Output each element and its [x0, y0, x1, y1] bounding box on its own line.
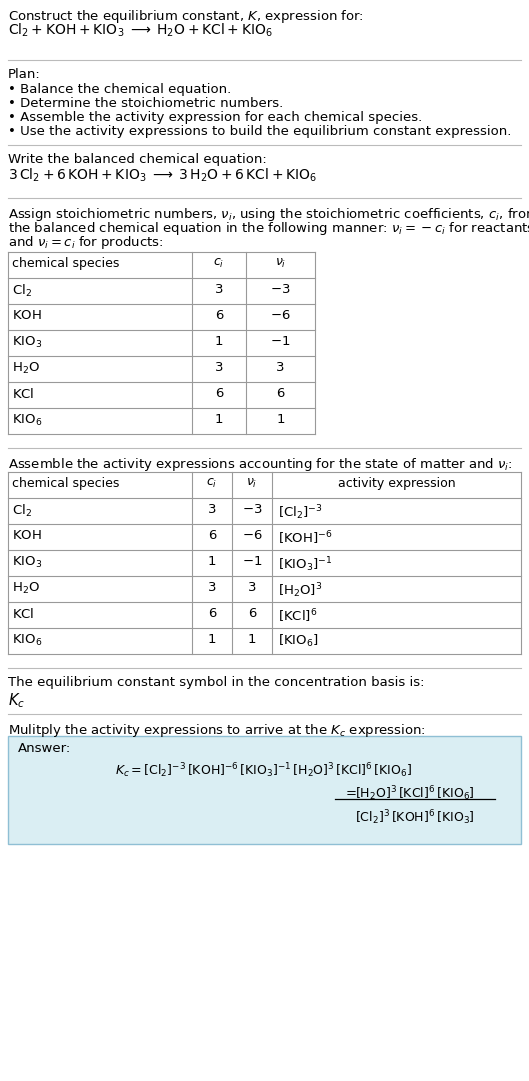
Text: $\mathrm{KOH}$: $\mathrm{KOH}$ [12, 529, 42, 542]
Text: • Use the activity expressions to build the equilibrium constant expression.: • Use the activity expressions to build … [8, 125, 512, 138]
Text: $[\mathrm{KIO_6}]$: $[\mathrm{KIO_6}]$ [278, 633, 318, 649]
Text: $\mathrm{H_2O}$: $\mathrm{H_2O}$ [12, 361, 40, 376]
Text: and $\nu_i = c_i$ for products:: and $\nu_i = c_i$ for products: [8, 233, 163, 251]
FancyBboxPatch shape [8, 736, 521, 844]
Text: $K_c$: $K_c$ [8, 691, 25, 710]
Text: $-6$: $-6$ [242, 529, 262, 542]
Text: activity expression: activity expression [338, 477, 455, 490]
Text: $K_c = [\mathrm{Cl_2}]^{-3}\,[\mathrm{KOH}]^{-6}\,[\mathrm{KIO_3}]^{-1}\,[\mathr: $K_c = [\mathrm{Cl_2}]^{-3}\,[\mathrm{KO… [115, 761, 413, 779]
Text: chemical species: chemical species [12, 257, 120, 270]
Text: $\mathrm{KIO_6}$: $\mathrm{KIO_6}$ [12, 413, 42, 428]
Text: 1: 1 [208, 555, 216, 568]
Text: 1: 1 [215, 335, 223, 348]
Text: $\mathrm{3\,Cl_2 + 6\,KOH + KIO_3 \;\longrightarrow\; 3\,H_2O + 6\,KCl + KIO_6}$: $\mathrm{3\,Cl_2 + 6\,KOH + KIO_3 \;\lon… [8, 166, 317, 185]
Text: Answer:: Answer: [18, 742, 71, 755]
Text: $c_i$: $c_i$ [206, 477, 217, 490]
Text: • Assemble the activity expression for each chemical species.: • Assemble the activity expression for e… [8, 111, 422, 124]
Text: $[\mathrm{H_2O}]^3$: $[\mathrm{H_2O}]^3$ [278, 580, 322, 600]
Text: $[\mathrm{KIO_3}]^{-1}$: $[\mathrm{KIO_3}]^{-1}$ [278, 555, 333, 574]
Text: 6: 6 [208, 608, 216, 620]
Text: 3: 3 [208, 503, 216, 516]
Text: 6: 6 [215, 309, 223, 322]
Text: $[\mathrm{Cl_2}]^3\,[\mathrm{KOH}]^6\,[\mathrm{KIO_3}]$: $[\mathrm{Cl_2}]^3\,[\mathrm{KOH}]^6\,[\… [355, 808, 475, 827]
Text: 1: 1 [215, 413, 223, 426]
Text: 1: 1 [248, 633, 256, 646]
Text: 6: 6 [248, 608, 256, 620]
Text: $c_i$: $c_i$ [213, 257, 225, 270]
Text: chemical species: chemical species [12, 477, 120, 490]
Text: 3: 3 [208, 580, 216, 593]
Text: $[\mathrm{Cl_2}]^{-3}$: $[\mathrm{Cl_2}]^{-3}$ [278, 503, 323, 522]
Text: $\mathrm{KOH}$: $\mathrm{KOH}$ [12, 309, 42, 322]
Text: $\mathrm{Cl_2}$: $\mathrm{Cl_2}$ [12, 283, 32, 299]
Text: 3: 3 [215, 361, 223, 374]
Text: $[\mathrm{KOH}]^{-6}$: $[\mathrm{KOH}]^{-6}$ [278, 529, 333, 547]
Text: 1: 1 [208, 633, 216, 646]
Text: Write the balanced chemical equation:: Write the balanced chemical equation: [8, 154, 267, 166]
Text: • Balance the chemical equation.: • Balance the chemical equation. [8, 83, 231, 96]
Text: 1: 1 [276, 413, 285, 426]
Text: Construct the equilibrium constant, $K$, expression for:: Construct the equilibrium constant, $K$,… [8, 8, 364, 25]
Text: Assign stoichiometric numbers, $\nu_i$, using the stoichiometric coefficients, $: Assign stoichiometric numbers, $\nu_i$, … [8, 206, 529, 223]
Text: $\mathrm{KCl}$: $\mathrm{KCl}$ [12, 387, 34, 401]
Text: $=$: $=$ [343, 786, 357, 799]
Text: • Determine the stoichiometric numbers.: • Determine the stoichiometric numbers. [8, 97, 283, 110]
Text: 6: 6 [215, 387, 223, 400]
Text: $\nu_i$: $\nu_i$ [275, 257, 286, 270]
Text: $\mathrm{Cl_2}$: $\mathrm{Cl_2}$ [12, 503, 32, 519]
Text: 3: 3 [248, 580, 256, 593]
Text: $-6$: $-6$ [270, 309, 291, 322]
Text: $-3$: $-3$ [270, 283, 291, 296]
Text: $\nu_i$: $\nu_i$ [247, 477, 258, 490]
Text: 3: 3 [276, 361, 285, 374]
Text: 6: 6 [276, 387, 285, 400]
Text: The equilibrium constant symbol in the concentration basis is:: The equilibrium constant symbol in the c… [8, 676, 424, 689]
Text: $[\mathrm{H_2O}]^3\,[\mathrm{KCl}]^6\,[\mathrm{KIO_6}]$: $[\mathrm{H_2O}]^3\,[\mathrm{KCl}]^6\,[\… [355, 784, 475, 803]
Text: $\mathrm{Cl_2 + KOH + KIO_3 \;\longrightarrow\; H_2O + KCl + KIO_6}$: $\mathrm{Cl_2 + KOH + KIO_3 \;\longright… [8, 22, 273, 39]
Text: the balanced chemical equation in the following manner: $\nu_i = -c_i$ for react: the balanced chemical equation in the fo… [8, 221, 529, 237]
Text: $\mathrm{KIO_6}$: $\mathrm{KIO_6}$ [12, 633, 42, 649]
Text: Mulitply the activity expressions to arrive at the $K_c$ expression:: Mulitply the activity expressions to arr… [8, 722, 426, 739]
Text: $\mathrm{KIO_3}$: $\mathrm{KIO_3}$ [12, 555, 42, 570]
Text: $\mathrm{KCl}$: $\mathrm{KCl}$ [12, 608, 34, 620]
Text: 3: 3 [215, 283, 223, 296]
Text: Plan:: Plan: [8, 68, 41, 81]
Text: $[\mathrm{KCl}]^6$: $[\mathrm{KCl}]^6$ [278, 608, 317, 625]
Text: 6: 6 [208, 529, 216, 542]
Text: Assemble the activity expressions accounting for the state of matter and $\nu_i$: Assemble the activity expressions accoun… [8, 456, 513, 473]
Text: $-1$: $-1$ [242, 555, 262, 568]
Text: $-1$: $-1$ [270, 335, 290, 348]
Text: $\mathrm{H_2O}$: $\mathrm{H_2O}$ [12, 580, 40, 596]
Text: $\mathrm{KIO_3}$: $\mathrm{KIO_3}$ [12, 335, 42, 350]
Text: $-3$: $-3$ [242, 503, 262, 516]
